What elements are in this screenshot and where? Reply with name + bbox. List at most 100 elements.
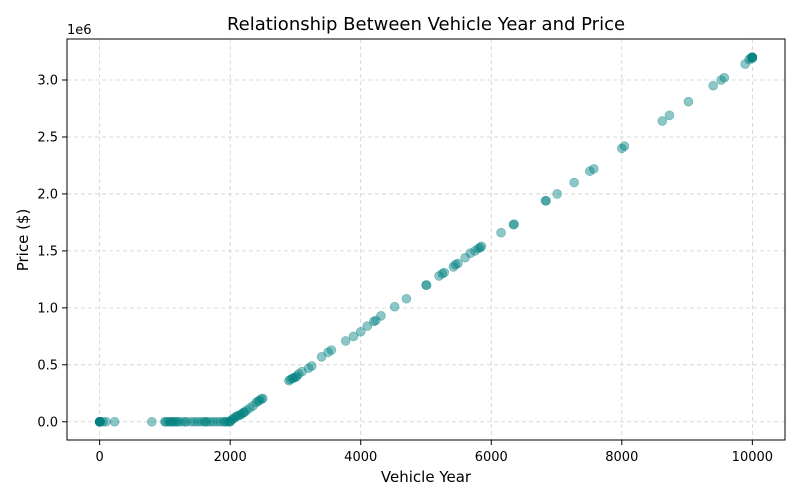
data-point — [291, 371, 302, 382]
data-point — [355, 326, 366, 337]
data-point — [619, 141, 630, 151]
data-point — [200, 416, 211, 427]
data-point — [683, 96, 694, 107]
data-point — [401, 293, 412, 304]
data-point — [94, 416, 105, 427]
data-point — [716, 75, 726, 85]
chart-title: Relationship Between Vehicle Year and Pr… — [227, 14, 625, 35]
data-point — [496, 227, 506, 238]
x-tick-label: 10000 — [732, 450, 773, 465]
data-point — [448, 262, 459, 272]
data-point — [664, 110, 675, 121]
data-point — [218, 416, 229, 427]
data-point — [437, 268, 448, 279]
data-point — [220, 416, 230, 427]
data-point — [552, 189, 562, 199]
data-point — [209, 416, 219, 427]
data-point — [253, 396, 264, 407]
data-point — [244, 403, 255, 413]
data-point — [708, 80, 719, 91]
x-tick-label: 4000 — [344, 450, 377, 465]
data-point — [171, 416, 182, 427]
data-point — [421, 280, 432, 290]
data-point — [176, 416, 187, 427]
data-point — [199, 416, 209, 427]
data-point — [508, 219, 519, 230]
y-tick-label: 2.5 — [37, 130, 58, 145]
data-point — [248, 401, 258, 411]
data-point — [254, 395, 265, 405]
data-point — [202, 416, 213, 427]
data-point — [746, 52, 756, 63]
data-point — [95, 416, 106, 427]
data-point — [233, 410, 244, 421]
data-point — [160, 416, 171, 427]
data-point — [541, 195, 551, 206]
data-point — [740, 59, 750, 69]
data-point — [241, 405, 252, 416]
data-point — [94, 416, 105, 427]
data-point — [475, 242, 485, 253]
data-point — [747, 52, 758, 63]
data-point — [376, 311, 386, 321]
data-point — [196, 416, 206, 427]
data-point — [94, 416, 105, 427]
data-point — [585, 166, 595, 176]
data-point — [370, 315, 381, 326]
data-point — [94, 416, 105, 427]
data-point — [94, 416, 105, 427]
data-point — [181, 416, 192, 427]
data-point — [167, 416, 178, 427]
data-point — [747, 52, 758, 63]
data-point — [476, 241, 487, 252]
data-point — [323, 347, 333, 358]
data-point — [287, 373, 297, 384]
data-point — [297, 366, 307, 377]
data-point — [173, 416, 183, 427]
data-point — [256, 394, 267, 404]
data-point — [569, 177, 579, 188]
y-tick-label: 1.0 — [37, 301, 58, 316]
data-point — [179, 416, 190, 427]
data-point — [212, 416, 222, 427]
data-point — [421, 280, 431, 290]
data-point — [230, 412, 241, 423]
x-tick-label: 6000 — [475, 450, 508, 465]
data-point — [747, 53, 758, 64]
y-axis-ticks: 0.0 0.5 1.0 1.5 2.0 2.5 3.0 — [37, 74, 67, 430]
data-point — [101, 416, 111, 427]
data-point — [470, 246, 480, 256]
data-point — [719, 72, 730, 83]
y-tick-label: 1.5 — [37, 244, 58, 259]
y-offset-label: 1e6 — [67, 23, 92, 38]
data-point — [238, 407, 249, 418]
data-point — [228, 413, 239, 424]
data-point — [316, 352, 327, 362]
data-point — [284, 375, 294, 386]
data-point — [657, 116, 668, 126]
y-tick-label: 0.0 — [37, 415, 58, 430]
data-point — [258, 393, 268, 404]
data-point — [94, 416, 105, 427]
data-point — [189, 416, 200, 427]
data-point — [231, 411, 242, 421]
data-point — [439, 267, 450, 278]
x-axis-ticks: 0 2000 4000 6000 8000 10000 — [95, 440, 773, 465]
data-point — [94, 416, 105, 427]
data-point — [744, 54, 754, 65]
data-point — [98, 416, 108, 427]
data-point — [235, 410, 245, 420]
data-point — [509, 219, 519, 229]
data-point — [147, 416, 157, 427]
data-point — [225, 416, 235, 427]
data-point — [465, 248, 476, 258]
data-point — [450, 259, 461, 270]
grid-lines — [67, 39, 785, 440]
data-point — [192, 416, 203, 427]
data-point — [166, 416, 177, 427]
data-point — [747, 52, 758, 63]
data-point — [160, 416, 170, 427]
plot-frame — [66, 38, 786, 441]
data-point — [362, 321, 373, 331]
